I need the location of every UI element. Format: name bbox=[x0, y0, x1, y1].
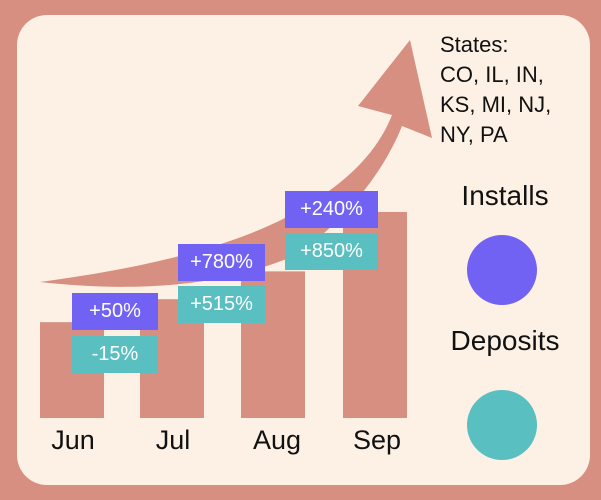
tick-label-jul: Jul bbox=[155, 425, 191, 455]
deposits-label-jul: +515% bbox=[178, 286, 265, 323]
states-heading: States: bbox=[440, 32, 509, 57]
installs-label-jul: +780% bbox=[178, 244, 265, 281]
legend-installs-dot bbox=[467, 235, 537, 305]
tick-label-sep: Sep bbox=[352, 425, 402, 455]
deposits-label-jun: -15% bbox=[72, 336, 158, 373]
installs-label-aug: +240% bbox=[285, 191, 378, 228]
tick-label-jun: Jun bbox=[51, 425, 95, 455]
legend-installs-label: Installs bbox=[461, 180, 549, 211]
states-line-2: KS, MI, NJ, bbox=[440, 92, 552, 117]
installs-label-jun: +50% bbox=[72, 293, 158, 330]
legend-deposits-label: Deposits bbox=[450, 325, 560, 356]
states-line-1: CO, IL, IN, bbox=[440, 62, 544, 87]
deposits-label-aug: +850% bbox=[285, 233, 378, 270]
states-list: States: CO, IL, IN, KS, MI, NJ, NY, PA bbox=[440, 30, 590, 150]
states-line-3: NY, PA bbox=[440, 122, 508, 147]
legend-deposits-dot bbox=[467, 390, 537, 460]
trend-arrow-icon bbox=[40, 40, 432, 287]
tick-label-aug: Aug bbox=[252, 425, 302, 455]
